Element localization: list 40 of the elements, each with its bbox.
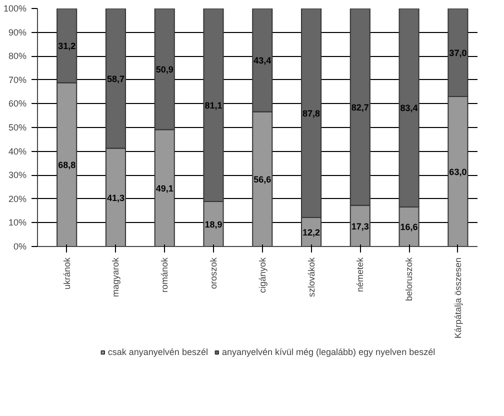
data-label: 12,2: [302, 227, 320, 238]
x-tick-label: oroszok: [208, 257, 218, 290]
y-tick-label: 80%: [8, 51, 26, 62]
data-label: 43,4: [254, 56, 272, 66]
x-tick-label: magyarok: [110, 257, 121, 298]
data-label: 81,1: [204, 100, 222, 111]
y-tick-label: 0%: [13, 242, 27, 252]
data-label: 56,6: [254, 174, 272, 185]
x-tick-label: szlovákok: [306, 257, 316, 298]
legend-label: anyanyelvén kívül még (legalább) egy nyelven beszél: [222, 347, 436, 357]
x-tick-label: németek: [355, 257, 366, 292]
data-label: 16,6: [400, 222, 418, 232]
y-tick-label: 60%: [8, 98, 26, 109]
data-label: 58,7: [106, 74, 124, 84]
y-tick-label: 10%: [8, 218, 26, 228]
data-label: 31,2: [58, 41, 76, 52]
legend-label: csak anyanyelvén beszél: [108, 347, 208, 357]
x-tick-label: ukránok: [62, 257, 72, 290]
data-label: 68,8: [58, 160, 76, 170]
data-label: 87,8: [302, 108, 320, 118]
x-tick-label: Kárpátalja összesen: [452, 257, 463, 339]
y-tick-label: 20%: [8, 194, 26, 204]
x-tick-label: cigányok: [257, 257, 268, 294]
y-tick-label: 100%: [3, 4, 27, 14]
x-tick-label: románok: [160, 257, 170, 293]
data-label: 49,1: [156, 184, 174, 194]
y-tick-label: 30%: [8, 170, 26, 180]
y-tick-label: 90%: [8, 27, 26, 38]
data-label: 17,3: [351, 221, 369, 232]
x-tick-label: beloruszok: [404, 257, 414, 302]
data-label: 37,0: [449, 48, 467, 58]
data-label: 41,3: [106, 192, 124, 203]
y-tick-label: 40%: [8, 146, 26, 156]
data-label: 82,7: [351, 102, 369, 112]
data-label: 18,9: [204, 220, 222, 230]
data-label: 63,0: [449, 167, 467, 178]
data-label: 50,9: [156, 64, 174, 75]
y-tick-label: 70%: [8, 74, 26, 85]
data-label: 83,4: [400, 103, 418, 114]
y-tick-label: 50%: [8, 122, 26, 132]
